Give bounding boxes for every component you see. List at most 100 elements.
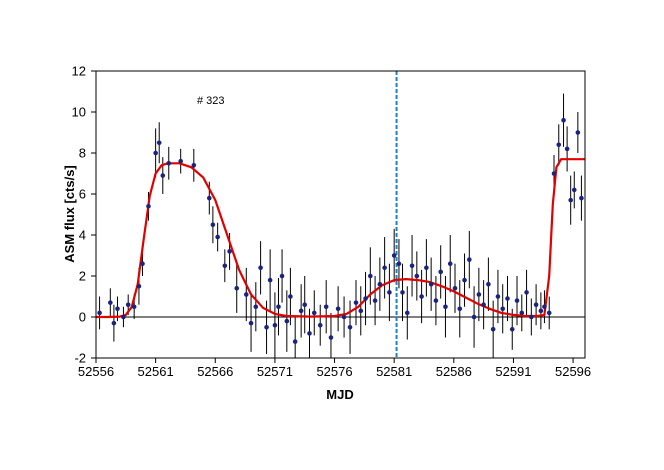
data-point [387,290,392,295]
data-point [500,306,506,312]
data-point [443,304,448,310]
data-point [533,302,539,308]
data-point [341,314,347,320]
tick-layer: 52556 52561 52566 52571 52576 52581 52586 52591… [72,64,592,380]
data-point [509,327,515,332]
data-point [267,277,273,283]
data-point [476,292,482,297]
data-point [166,160,172,166]
plot-frame [95,70,586,359]
data-point-layer [97,117,584,344]
data-point [433,298,439,303]
data-point [546,310,552,316]
data-point [302,302,308,308]
data-point [438,269,443,275]
data-point [568,197,573,203]
data-point [153,150,158,156]
data-point [519,310,525,316]
data-point [571,187,577,193]
data-point [284,318,290,324]
y-tick-label: 0 [79,310,86,325]
data-point [292,339,298,344]
x-tick-label: 52591 [495,364,531,379]
data-point [495,294,501,299]
data-point [253,304,259,310]
data-point [108,300,113,305]
data-point [400,290,405,295]
data-point [358,308,364,314]
x-tick-label: 52596 [555,364,591,379]
data-point [486,281,491,287]
y-tick-label: 2 [79,269,86,284]
data-point [514,298,520,303]
data-point [363,296,368,301]
x-tick-label: 52566 [197,364,233,379]
data-point [210,222,216,228]
data-point [556,142,562,148]
data-point [311,310,317,316]
data-point [353,300,359,305]
data-point [542,304,547,310]
data-point [136,283,142,289]
model-fit-curve [96,158,585,319]
data-point [462,277,467,283]
data-point [317,322,323,328]
x-tick-label: 52586 [436,364,472,379]
x-tick-label: 52556 [78,364,114,379]
y-tick-label: -2 [74,351,86,366]
data-point [551,171,557,176]
data-point [335,306,341,312]
y-tick-label: 12 [72,64,86,79]
data-point [307,331,312,336]
data-point [323,304,329,310]
data-point [146,204,151,209]
data-point [447,261,453,267]
data-point [347,324,353,330]
data-point [561,117,566,123]
data-point [452,286,458,291]
data-point [368,273,373,279]
data-point [428,281,434,287]
y-tick-label: 6 [79,187,86,202]
data-point [377,281,383,287]
data-point [215,234,220,240]
data-point [222,263,228,269]
data-point [178,158,183,164]
data-point [131,304,137,310]
data-point [298,308,304,314]
data-point [125,302,131,308]
x-tick-label: 52561 [138,364,174,379]
data-point [243,292,249,297]
data-point [538,308,544,314]
x-tick-label: 52571 [257,364,293,379]
data-point [279,273,285,279]
data-point [328,335,334,340]
data-point [111,320,117,326]
data-point [160,173,166,178]
plot-frame-layer [95,70,586,359]
data-point [529,314,534,320]
data-point [258,265,263,271]
data-point [156,140,162,146]
data-point [264,324,269,330]
data-point [288,294,293,299]
y-axis-title: ASM flux [cts/s] [62,165,77,263]
data-point [409,263,415,269]
data-point [524,290,529,295]
data-point [481,302,486,308]
data-point [234,286,240,291]
data-point [248,320,254,326]
data-point [191,163,197,168]
data-point [505,296,510,301]
data-point [579,195,584,201]
data-point [467,257,472,262]
model-curve-layer [96,158,585,319]
data-point [382,265,387,271]
data-point [490,327,496,332]
y-tick-label: 4 [79,228,86,243]
light-curve-id-annotation: # 323 [197,95,225,107]
data-point [372,298,378,303]
data-point [97,310,102,316]
